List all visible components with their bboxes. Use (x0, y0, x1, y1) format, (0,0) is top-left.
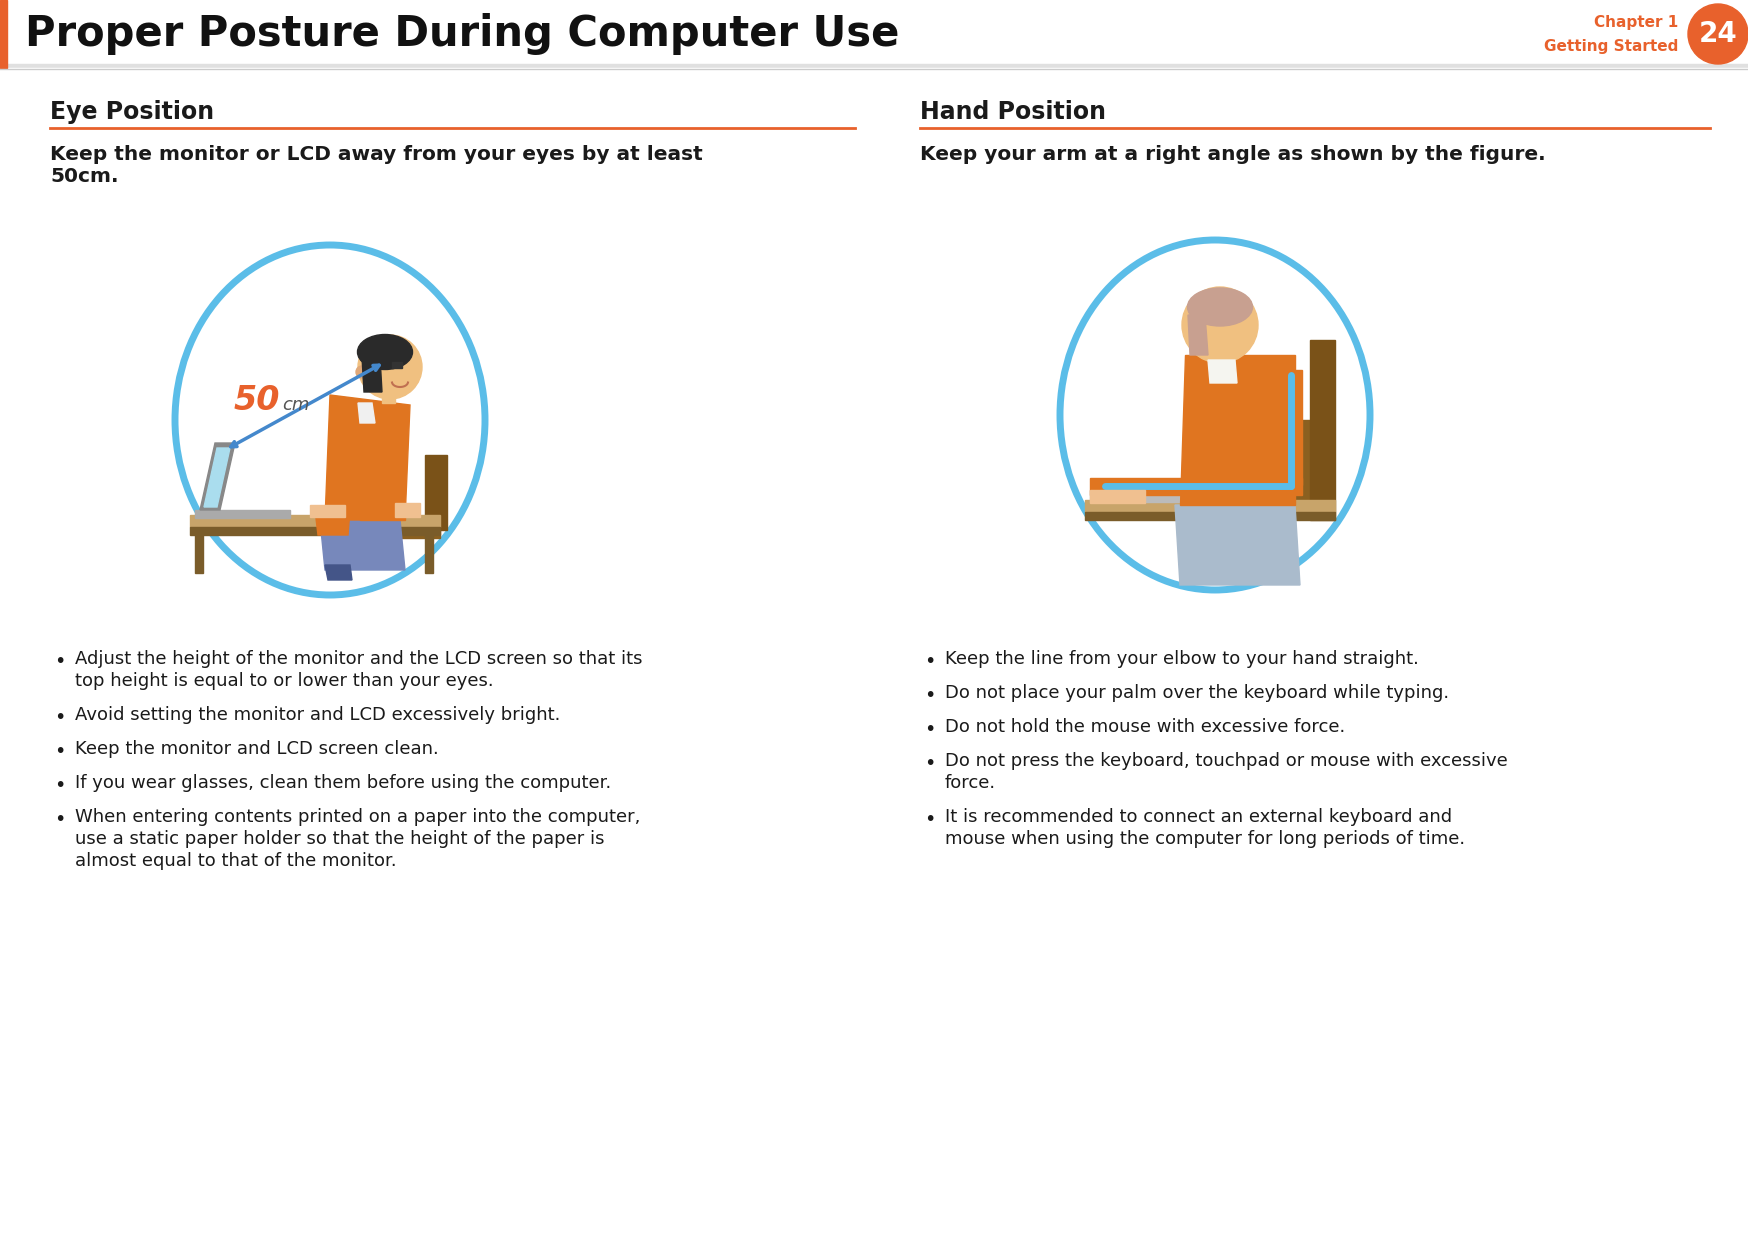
Text: •: • (54, 709, 66, 727)
Polygon shape (1187, 315, 1208, 355)
Polygon shape (362, 357, 381, 392)
Text: Do not place your palm over the keyboard while typing.: Do not place your palm over the keyboard… (944, 684, 1449, 702)
Bar (1309, 340, 1334, 520)
Polygon shape (395, 503, 420, 517)
Polygon shape (199, 443, 234, 510)
Bar (194, 510, 290, 517)
Bar (1092, 486, 1217, 493)
Ellipse shape (1187, 288, 1252, 326)
Polygon shape (1175, 505, 1299, 585)
Text: It is recommended to connect an external keyboard and: It is recommended to connect an external… (944, 808, 1451, 827)
Polygon shape (358, 403, 374, 423)
Text: •: • (54, 776, 66, 795)
Circle shape (357, 366, 367, 379)
Polygon shape (1208, 360, 1236, 383)
Text: Do not press the keyboard, touchpad or mouse with excessive: Do not press the keyboard, touchpad or m… (944, 752, 1507, 769)
Text: •: • (923, 755, 935, 773)
Text: Avoid setting the monitor and LCD excessively bright.: Avoid setting the monitor and LCD excess… (75, 706, 559, 724)
Polygon shape (315, 510, 350, 535)
Polygon shape (320, 520, 406, 570)
Bar (194, 532, 203, 573)
Bar (0, 65, 1748, 68)
Bar (0, 0, 7, 68)
Bar (191, 527, 440, 535)
Bar (1089, 490, 1220, 503)
Text: almost equal to that of the monitor.: almost equal to that of the monitor. (75, 853, 397, 870)
Circle shape (358, 335, 421, 400)
Text: mouse when using the computer for long periods of time.: mouse when using the computer for long p… (944, 830, 1465, 848)
Text: Chapter 1: Chapter 1 (1592, 15, 1676, 30)
Polygon shape (1280, 370, 1301, 485)
Polygon shape (1089, 490, 1145, 503)
Text: When entering contents printed on a paper into the computer,: When entering contents printed on a pape… (75, 808, 640, 827)
Text: •: • (923, 652, 935, 671)
Bar (191, 515, 440, 527)
Ellipse shape (1059, 240, 1369, 589)
Text: 50cm.: 50cm. (51, 168, 119, 186)
Text: •: • (923, 720, 935, 738)
Bar (425, 532, 434, 573)
Ellipse shape (357, 335, 413, 370)
Text: cm: cm (281, 396, 309, 414)
Text: Hand Position: Hand Position (919, 101, 1105, 124)
Circle shape (1182, 287, 1257, 364)
Text: •: • (923, 810, 935, 829)
Polygon shape (1089, 478, 1301, 495)
Circle shape (1687, 4, 1746, 65)
Polygon shape (309, 505, 344, 517)
Text: Getting Started: Getting Started (1543, 38, 1676, 53)
Polygon shape (205, 448, 231, 508)
Polygon shape (381, 393, 395, 403)
Text: Proper Posture During Computer Use: Proper Posture During Computer Use (24, 12, 898, 55)
Text: Adjust the height of the monitor and the LCD screen so that its: Adjust the height of the monitor and the… (75, 650, 642, 668)
Bar (1084, 500, 1334, 513)
Bar (0, 0, 1748, 68)
Text: Eye Position: Eye Position (51, 101, 213, 124)
Text: top height is equal to or lower than your eyes.: top height is equal to or lower than you… (75, 671, 493, 690)
Polygon shape (1180, 355, 1294, 505)
Polygon shape (1210, 357, 1229, 360)
Ellipse shape (175, 244, 484, 594)
Text: Keep the monitor and LCD screen clean.: Keep the monitor and LCD screen clean. (75, 740, 439, 758)
Polygon shape (360, 505, 406, 520)
Text: •: • (54, 810, 66, 829)
Text: 24: 24 (1697, 20, 1736, 48)
Text: Do not hold the mouse with excessive force.: Do not hold the mouse with excessive for… (944, 719, 1344, 736)
Polygon shape (325, 565, 351, 580)
Text: •: • (923, 686, 935, 705)
Text: use a static paper holder so that the height of the paper is: use a static paper holder so that the he… (75, 830, 605, 848)
Text: 50: 50 (234, 385, 280, 417)
Bar (1245, 419, 1328, 515)
Text: If you wear glasses, clean them before using the computer.: If you wear glasses, clean them before u… (75, 774, 610, 792)
Bar (350, 520, 440, 539)
Polygon shape (392, 362, 402, 369)
Text: •: • (54, 652, 66, 671)
Bar (425, 455, 447, 530)
Text: •: • (54, 742, 66, 761)
Text: Keep your arm at a right angle as shown by the figure.: Keep your arm at a right angle as shown … (919, 145, 1545, 164)
Text: force.: force. (944, 774, 996, 792)
Polygon shape (325, 395, 409, 520)
Bar (1084, 513, 1334, 520)
Text: Keep the monitor or LCD away from your eyes by at least: Keep the monitor or LCD away from your e… (51, 145, 703, 164)
Text: Keep the line from your elbow to your hand straight.: Keep the line from your elbow to your ha… (944, 650, 1418, 668)
